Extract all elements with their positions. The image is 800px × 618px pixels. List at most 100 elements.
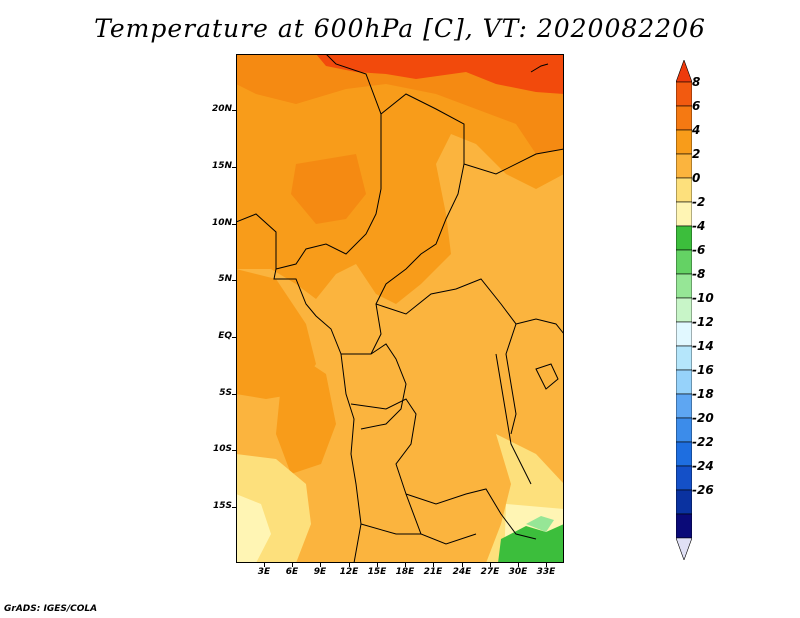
colorbar-segment bbox=[676, 153, 692, 179]
lon-tick bbox=[518, 563, 519, 567]
lon-tick bbox=[349, 563, 350, 567]
lon-tick bbox=[292, 563, 293, 567]
colorbar-segment bbox=[676, 129, 692, 155]
field-orange-angola-coast bbox=[276, 354, 336, 474]
lon-tick bbox=[462, 563, 463, 567]
lat-tick bbox=[232, 280, 236, 281]
field-green-southeast bbox=[498, 524, 564, 563]
border-path-g bbox=[405, 488, 537, 540]
lat-tick bbox=[232, 394, 236, 395]
colorbar-segment bbox=[676, 489, 692, 515]
colorbar-segment bbox=[676, 297, 692, 323]
field-dark-orange-nigeria bbox=[291, 154, 366, 224]
field-orange-north bbox=[236, 54, 564, 304]
colorbar-segment bbox=[676, 249, 692, 275]
lon-label-33e: 33E bbox=[536, 567, 556, 577]
lat-label-5s: 5S bbox=[219, 388, 232, 398]
lon-tick bbox=[433, 563, 434, 567]
colorbar-top-arrow bbox=[676, 60, 692, 83]
lon-tick bbox=[490, 563, 491, 567]
colorbar-segment bbox=[676, 81, 692, 107]
field-pale-yellow-southwest bbox=[236, 494, 271, 563]
lon-label-27e: 27E bbox=[480, 567, 500, 577]
lon-label-12e: 12E bbox=[339, 567, 359, 577]
colorbar-level-label: -6 bbox=[692, 243, 706, 257]
colorbar-segment bbox=[676, 201, 692, 227]
colorbar-bottom-arrow bbox=[676, 537, 692, 560]
lon-label-24e: 24E bbox=[452, 567, 472, 577]
colorbar-level-label: -26 bbox=[692, 483, 714, 497]
colorbar-segment bbox=[676, 225, 692, 251]
lat-label-eq: EQ bbox=[218, 331, 232, 341]
field-light-green-southeast bbox=[526, 516, 554, 532]
colorbar-level-label: -2 bbox=[692, 195, 706, 209]
colorbar-segment bbox=[676, 513, 692, 539]
colorbar-level-label: -24 bbox=[692, 459, 714, 473]
colorbar-level-label: -8 bbox=[692, 267, 706, 281]
colorbar-segment bbox=[676, 105, 692, 131]
lon-label-6e: 6E bbox=[285, 567, 299, 577]
lon-label-3e: 3E bbox=[257, 567, 271, 577]
lat-label-15s: 15S bbox=[212, 501, 232, 511]
lat-tick bbox=[232, 224, 236, 225]
lon-label-30e: 30E bbox=[508, 567, 528, 577]
colorbar-segment bbox=[676, 441, 692, 467]
lat-tick bbox=[232, 110, 236, 111]
colorbar-level-label: 0 bbox=[692, 171, 701, 185]
border-path-h bbox=[515, 318, 564, 335]
colorbar-segments bbox=[676, 60, 692, 560]
colorbar-segment bbox=[676, 345, 692, 371]
colorbar-segment bbox=[676, 369, 692, 395]
border-path-a bbox=[275, 54, 382, 270]
lon-tick bbox=[405, 563, 406, 567]
colorbar-level-label: -14 bbox=[692, 339, 714, 353]
border-path-e bbox=[341, 343, 407, 430]
colorbar-level-label: -4 bbox=[692, 219, 706, 233]
lake-victoria-path bbox=[535, 363, 559, 390]
colorbar-level-label: -22 bbox=[692, 435, 714, 449]
border-path-f bbox=[350, 398, 477, 545]
colorbar-segment bbox=[676, 177, 692, 203]
lon-tick bbox=[320, 563, 321, 567]
colorbar-segment bbox=[676, 417, 692, 443]
field-warm-red-north bbox=[316, 54, 564, 94]
colorbar bbox=[676, 60, 692, 560]
lon-label-21e: 21E bbox=[423, 567, 443, 577]
colorbar-level-label: -16 bbox=[692, 363, 714, 377]
temperature-field bbox=[236, 54, 564, 563]
lat-label-15n: 15N bbox=[211, 161, 232, 171]
border-path-i bbox=[360, 523, 421, 535]
lat-label-5n: 5N bbox=[218, 274, 232, 284]
border-path-j bbox=[530, 63, 549, 73]
colorbar-segment bbox=[676, 465, 692, 491]
colorbar-segment bbox=[676, 273, 692, 299]
colorbar-level-label: 4 bbox=[692, 123, 701, 137]
lon-label-9e: 9E bbox=[313, 567, 327, 577]
lat-tick bbox=[232, 167, 236, 168]
lon-label-18e: 18E bbox=[395, 567, 415, 577]
lon-tick bbox=[546, 563, 547, 567]
border-path-d bbox=[375, 278, 517, 435]
lat-tick bbox=[232, 507, 236, 508]
colorbar-segment bbox=[676, 393, 692, 419]
lat-label-10s: 10S bbox=[212, 444, 232, 454]
colorbar-level-label: -10 bbox=[692, 291, 714, 305]
colorbar-level-label: -20 bbox=[692, 411, 714, 425]
lake-tanganyika-path bbox=[495, 353, 532, 485]
map-title: Temperature at 600hPa [C], VT: 202008220… bbox=[94, 14, 706, 43]
map-panel bbox=[236, 54, 564, 563]
coastline-path bbox=[236, 213, 362, 563]
footer-credit: GrADS: IGES/COLA bbox=[4, 604, 98, 614]
border-path-b bbox=[370, 93, 465, 355]
lon-tick bbox=[377, 563, 378, 567]
colorbar-level-label: -18 bbox=[692, 387, 714, 401]
lat-tick bbox=[232, 337, 236, 338]
colorbar-level-label: 8 bbox=[692, 75, 701, 89]
colorbar-level-label: -12 bbox=[692, 315, 714, 329]
colorbar-level-label: 2 bbox=[692, 147, 701, 161]
lon-tick bbox=[264, 563, 265, 567]
colorbar-level-label: 6 bbox=[692, 99, 701, 113]
border-path-c bbox=[463, 148, 564, 175]
lat-label-20n: 20N bbox=[211, 104, 232, 114]
field-dark-orange-north bbox=[236, 54, 564, 154]
